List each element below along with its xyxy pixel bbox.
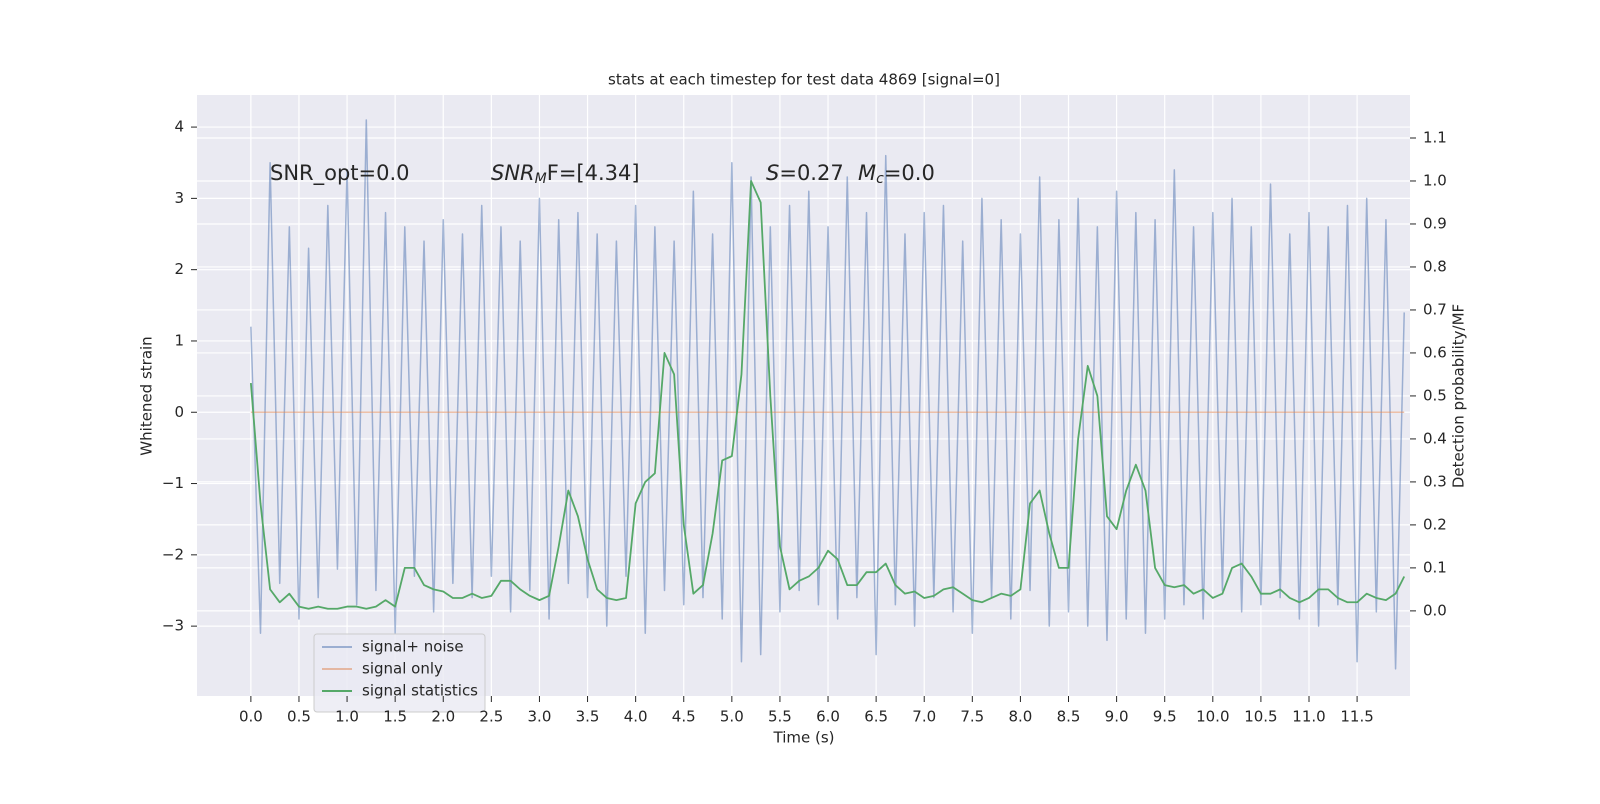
x-tick-label: 11.0 (1292, 708, 1325, 726)
y-axis-label: Whitened strain (138, 336, 156, 455)
y2-tick-label: 0.2 (1423, 515, 1447, 533)
x-tick-label: 6.0 (816, 708, 840, 726)
y-tick-label: 1 (174, 331, 184, 349)
x-tick-label: 5.0 (720, 708, 744, 726)
y2-tick-label: 1.1 (1423, 128, 1447, 146)
y2-tick-label: 0.5 (1423, 386, 1447, 404)
y-tick-label: 4 (174, 118, 184, 136)
x-tick-label: 9.5 (1153, 708, 1177, 726)
x-tick-label: 10.0 (1196, 708, 1229, 726)
annotation-part: =0.0 (884, 161, 935, 185)
x-tick-label: 0.0 (239, 708, 263, 726)
x-tick-label: 2.0 (431, 708, 455, 726)
x-tick-label: 5.5 (768, 708, 792, 726)
y2-tick-label: 1.0 (1423, 171, 1447, 189)
y-tick-label: 3 (174, 189, 184, 207)
annotation-part: M (858, 161, 876, 185)
x-tick-label: 2.5 (479, 708, 503, 726)
series-line (250, 119, 1405, 670)
x-tick-label: 8.5 (1057, 708, 1081, 726)
x-tick-label: 4.5 (672, 708, 696, 726)
chart-title: stats at each timestep for test data 486… (608, 71, 1000, 89)
y-tick-label: −2 (162, 545, 184, 563)
annotation-part: M (535, 171, 547, 187)
y2-tick-label: 0.8 (1423, 257, 1447, 275)
y2-tick-label: 0.0 (1423, 601, 1447, 619)
x-tick-label: 4.0 (624, 708, 648, 726)
y2-tick-label: 0.1 (1423, 558, 1447, 576)
y2-tick-label: 0.3 (1423, 472, 1447, 490)
y-tick-label: 0 (174, 403, 184, 421)
x-tick-label: 1.0 (335, 708, 359, 726)
annotation: SNRMF=[4.34] (491, 161, 640, 187)
y2-tick-label: 0.4 (1423, 429, 1447, 447)
x-tick-label: 0.5 (287, 708, 311, 726)
x-tick-label: 11.5 (1340, 708, 1373, 726)
y-tick-label: 2 (174, 260, 184, 278)
annotation: SNR_opt=0.0 (270, 161, 410, 186)
x-tick-label: 9.0 (1105, 708, 1129, 726)
annotation-part: F=[4.34] (547, 161, 640, 185)
x-tick-label: 7.5 (960, 708, 984, 726)
y2-tick-label: 0.6 (1423, 343, 1447, 361)
x-tick-label: 3.5 (576, 708, 600, 726)
annotation-part: c (876, 171, 884, 187)
x-tick-label: 8.0 (1008, 708, 1032, 726)
annotation: Mc=0.0 (858, 161, 935, 187)
legend-box (313, 633, 486, 713)
y2-tick-label: 0.7 (1423, 300, 1447, 318)
legend-label: signal statistics (362, 682, 478, 700)
annotation: S=0.27 (766, 161, 844, 185)
y-tick-label: −3 (162, 617, 184, 635)
x-tick-label: 10.5 (1244, 708, 1277, 726)
x-tick-label: 1.5 (383, 708, 407, 726)
x-axis-label: Time (s) (773, 729, 835, 747)
x-tick-label: 3.0 (528, 708, 552, 726)
series-line (249, 180, 1406, 610)
x-tick-label: 6.5 (864, 708, 888, 726)
y2-tick-label: 0.9 (1423, 214, 1447, 232)
annotation-part: SNR (491, 161, 535, 185)
annotation-part: S (766, 161, 779, 185)
x-tick-label: 7.0 (912, 708, 936, 726)
legend-label: signal only (362, 660, 443, 678)
y-tick-label: −1 (162, 474, 184, 492)
y2-axis-label: Detection probability/MF (1450, 304, 1468, 488)
legend-label: signal+ noise (362, 638, 464, 656)
annotation-part: =0.27 (779, 161, 843, 185)
